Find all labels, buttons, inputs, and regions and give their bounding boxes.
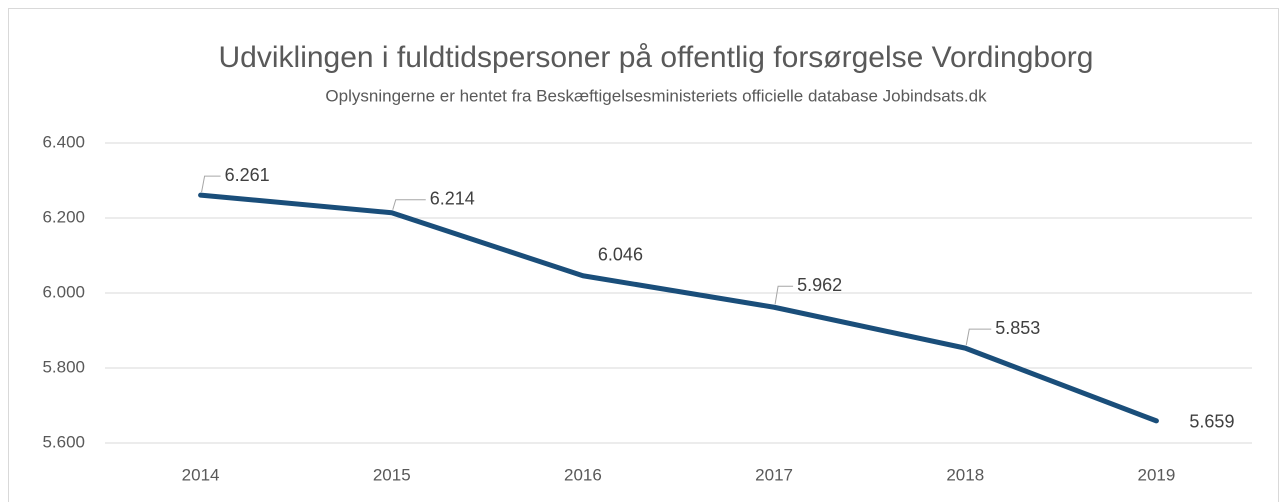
y-tick-label: 5.600	[42, 432, 85, 451]
chart-border	[8, 8, 1279, 502]
x-tick-label: 2016	[564, 465, 602, 484]
data-label: 5.962	[797, 275, 842, 295]
x-tick-label: 2014	[182, 465, 220, 484]
x-tick-label: 2015	[373, 465, 411, 484]
leader-line	[392, 199, 426, 210]
x-tick-label: 2019	[1138, 465, 1176, 484]
data-line	[198, 192, 1159, 424]
data-label: 6.046	[598, 245, 643, 265]
leader-line	[201, 175, 221, 193]
data-label: 5.853	[995, 318, 1040, 338]
x-tick-label: 2018	[946, 465, 984, 484]
x-tick-label: 2017	[755, 465, 793, 484]
y-tick-label: 6.400	[42, 132, 85, 151]
data-label: 5.659	[1189, 412, 1234, 432]
leader-line	[774, 285, 794, 305]
y-tick-label: 6.000	[42, 282, 85, 301]
y-tick-label: 5.800	[42, 357, 85, 376]
data-label: 6.214	[430, 189, 475, 209]
leader-line	[965, 328, 992, 346]
chart-title: Udviklingen i fuldtidspersoner på offent…	[219, 41, 1094, 74]
data-label: 6.261	[225, 165, 270, 185]
y-tick-label: 6.200	[42, 207, 85, 226]
chart-subtitle: Oplysningerne er hentet fra Beskæftigels…	[325, 86, 987, 105]
